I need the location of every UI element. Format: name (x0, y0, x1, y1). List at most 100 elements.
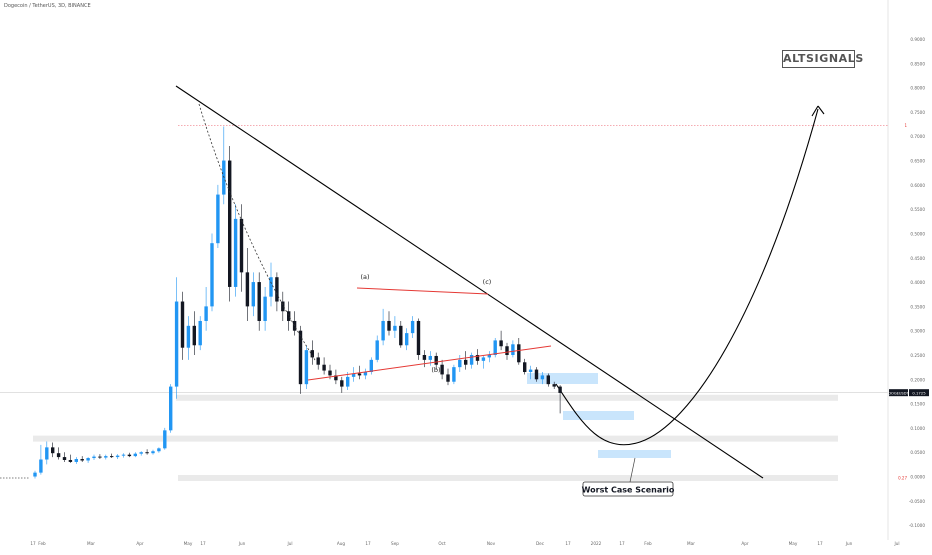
candle-body (92, 456, 96, 459)
candle-body (257, 282, 261, 321)
candle (39, 444, 43, 475)
x-tick-label: Nov (487, 541, 496, 546)
candle (257, 272, 261, 331)
x-tick-label: 17 (365, 541, 371, 546)
candle-body (304, 350, 309, 385)
callout-text: Worst Case Scenario (582, 486, 675, 495)
x-tick-label: May (184, 541, 193, 546)
y-tick-label: 0.3500 (910, 304, 925, 309)
x-tick-label: 2022 (591, 541, 602, 546)
candle-body (251, 282, 255, 307)
candle (351, 367, 356, 382)
candle (558, 385, 562, 414)
target-zone (563, 411, 634, 420)
y-tick-label: -0.1000 (909, 523, 925, 528)
candle (405, 328, 409, 351)
candle (346, 372, 350, 390)
candle (499, 330, 503, 351)
support-band (33, 435, 838, 442)
price-tag-symbol-box (889, 389, 908, 397)
candle (523, 358, 527, 375)
candle (192, 311, 196, 355)
candle-body (534, 369, 539, 380)
x-tick-label: Mar (687, 541, 695, 546)
y-tick-label: 0.0500 (910, 450, 925, 455)
candle (186, 316, 191, 360)
y-tick-label: 0.9000 (910, 37, 925, 42)
candle (481, 355, 486, 369)
candle-body (552, 384, 556, 387)
candle (86, 457, 90, 463)
x-tick-label: Apr (741, 541, 749, 546)
support-bands (33, 394, 838, 481)
candle (340, 376, 344, 393)
candle-body (363, 372, 368, 376)
candle-body (115, 455, 120, 458)
candle-body (198, 320, 202, 346)
candle-body (351, 373, 356, 377)
candle-body (62, 457, 67, 460)
x-tick-label: Jul (893, 541, 899, 546)
candle-body (174, 301, 179, 387)
candle-body (104, 456, 108, 458)
candle-body (328, 370, 332, 376)
y-tick-label: 0.8000 (910, 86, 925, 91)
candle (287, 301, 291, 331)
candle (233, 204, 238, 297)
candle (464, 351, 468, 370)
candle-body (346, 376, 350, 387)
candle-body (145, 452, 149, 454)
descending-trendline (175, 85, 764, 479)
x-tick-label: 17 (565, 541, 571, 546)
triangle-upper-line (356, 287, 489, 295)
candle-body (192, 325, 196, 346)
price-tag-value: 0.1725 (912, 390, 926, 395)
x-tick-label: Jul (286, 541, 292, 546)
y-tick-label: 0.3000 (910, 329, 925, 334)
candle-body (546, 375, 550, 385)
candle (62, 452, 67, 462)
candle-body (375, 340, 379, 360)
x-tick-label: Jun (238, 541, 246, 546)
y-tick-label: 0.1000 (910, 426, 925, 431)
candle (204, 286, 208, 331)
price-tag-symbol: DOGEUSDT (888, 391, 909, 395)
candle-body (239, 218, 244, 273)
y-tick-label: 0.6000 (910, 183, 925, 188)
candle (458, 354, 462, 373)
y-tick-label: 0.2000 (910, 377, 925, 382)
candle-body (151, 451, 155, 454)
candle (263, 286, 267, 331)
candle-body (310, 350, 314, 358)
candle-body (269, 277, 273, 297)
candle (133, 452, 137, 458)
candle (275, 272, 279, 312)
y-tick-label: 0.4500 (910, 256, 925, 261)
candle (452, 364, 456, 385)
symbol-label: Dogecoin / TetherUS, 3D, BINANCE (4, 3, 91, 9)
candle (540, 372, 545, 385)
candle (127, 452, 132, 458)
x-tick-label: May (789, 541, 798, 546)
candle-body (281, 301, 285, 312)
candle (387, 311, 391, 336)
y-tick-label: 0.4000 (910, 280, 925, 285)
candle (121, 453, 126, 458)
trend-lines (175, 85, 764, 479)
candle (56, 447, 61, 460)
candle-body (493, 340, 497, 355)
candle (169, 384, 173, 433)
x-tick-label: 17 (30, 541, 36, 546)
triangle-lower-line (307, 345, 552, 381)
candle (98, 454, 102, 460)
candle-body (428, 355, 432, 360)
candle-body (80, 459, 84, 461)
x-tick-label: Oct (438, 541, 446, 546)
candle-body (133, 453, 137, 457)
decay-curve (198, 103, 316, 361)
support-band (176, 394, 838, 401)
candle-body (499, 340, 503, 347)
candle-body (511, 344, 515, 355)
